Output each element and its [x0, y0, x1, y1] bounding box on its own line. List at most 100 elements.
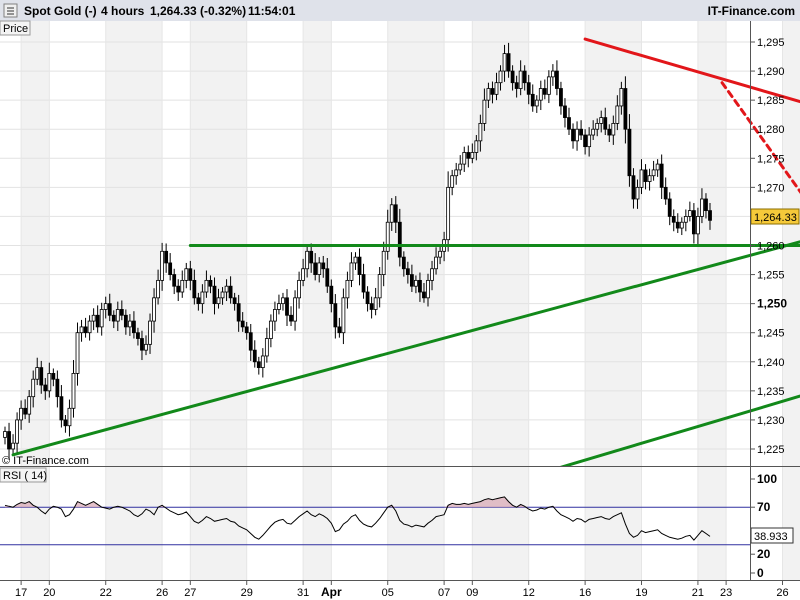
candle: [365, 286, 370, 312]
candle: [563, 98, 567, 128]
candle: [530, 84, 535, 112]
day-band: [21, 467, 50, 580]
candle: [204, 270, 209, 298]
x-tick-label: 19: [635, 587, 647, 599]
candle: [115, 301, 120, 331]
candle: [696, 207, 700, 245]
candle: [422, 283, 426, 303]
price-ytick-label: 1,295: [757, 37, 785, 49]
price-ytick-label: 1,285: [757, 95, 785, 107]
candle: [357, 248, 362, 286]
candle: [176, 279, 181, 302]
candle: [571, 123, 575, 149]
candle: [575, 121, 579, 151]
candle: [700, 188, 704, 224]
candle: [466, 145, 471, 168]
candle: [462, 146, 467, 172]
price-ytick-label: 1,225: [757, 444, 785, 456]
trendline-falling-resistance-steep[interactable]: [720, 81, 800, 246]
candle: [71, 360, 76, 418]
candle: [188, 260, 193, 291]
candle: [260, 348, 265, 378]
day-band: [585, 21, 642, 466]
rsi-panel: 0204070100 RSI ( 14) 38.933: [0, 467, 800, 580]
candle: [474, 135, 479, 161]
day-band: [303, 21, 332, 466]
x-tick-label: 17: [15, 587, 27, 599]
trendline-rising-channel-lower[interactable]: [523, 382, 800, 480]
candle: [220, 287, 225, 305]
candle: [7, 422, 11, 460]
candle: [216, 288, 221, 309]
candle: [405, 261, 410, 284]
candle: [75, 322, 80, 386]
day-band: [472, 467, 529, 580]
candle: [639, 159, 644, 195]
price-ytick-label: 1,245: [757, 328, 785, 340]
candle: [603, 107, 608, 136]
x-tick-label: 07: [438, 587, 450, 599]
candle: [490, 81, 495, 104]
candle: [31, 370, 36, 408]
candle: [708, 203, 712, 230]
candle: [43, 378, 48, 400]
candle: [385, 209, 390, 260]
candle: [152, 288, 156, 333]
candle: [168, 253, 173, 281]
header-time: 11:54:01: [248, 4, 296, 18]
candle: [91, 308, 96, 331]
candle: [55, 370, 60, 408]
candle: [526, 74, 531, 105]
price-ytick-label: 1,270: [757, 182, 785, 194]
candle: [240, 312, 245, 332]
x-tick-label: 27: [184, 587, 196, 599]
candle: [264, 327, 269, 363]
candle: [63, 414, 68, 433]
candle: [430, 260, 434, 291]
candle: [587, 127, 592, 157]
day-band: [387, 21, 445, 466]
x-tick-label: 12: [523, 587, 535, 599]
candle: [107, 293, 112, 322]
trendline-falling-resistance[interactable]: [583, 37, 800, 112]
candle: [11, 434, 15, 454]
rsi-ytick-label: 100: [757, 472, 777, 486]
candle: [39, 360, 44, 394]
candle: [19, 400, 24, 430]
candle: [285, 289, 289, 327]
candle: [236, 294, 241, 332]
day-band: [472, 21, 529, 466]
header-quote: 1,264.33 (-0.32%): [150, 4, 246, 18]
candle: [683, 209, 688, 232]
candle: [273, 301, 277, 331]
candle: [567, 107, 571, 136]
candle: [59, 385, 64, 428]
trendline-rising-support[interactable]: [11, 228, 800, 457]
candle: [579, 120, 583, 140]
last-price-label: 1,264.33: [754, 212, 797, 224]
candle: [381, 241, 386, 287]
candle: [494, 72, 499, 101]
candle: [256, 356, 261, 375]
candle: [691, 203, 696, 244]
candle: [627, 114, 632, 187]
candle: [99, 302, 104, 336]
candle: [277, 294, 281, 315]
candle: [15, 412, 19, 453]
x-tick-label: 26: [156, 587, 168, 599]
candle: [87, 315, 92, 341]
x-tick-label: 22: [100, 587, 112, 599]
candle: [297, 271, 301, 309]
x-tick-label: 23: [720, 587, 732, 599]
candle: [631, 168, 636, 209]
header-brand: IT-Finance.com: [708, 4, 795, 18]
price-ytick-label: 1,260: [757, 241, 785, 253]
candle: [514, 75, 519, 98]
candle: [196, 292, 201, 311]
candle: [172, 268, 177, 295]
candle: [675, 213, 680, 233]
day-band: [105, 21, 163, 466]
candle: [148, 313, 152, 354]
candle: [160, 242, 165, 291]
candle: [305, 244, 310, 278]
